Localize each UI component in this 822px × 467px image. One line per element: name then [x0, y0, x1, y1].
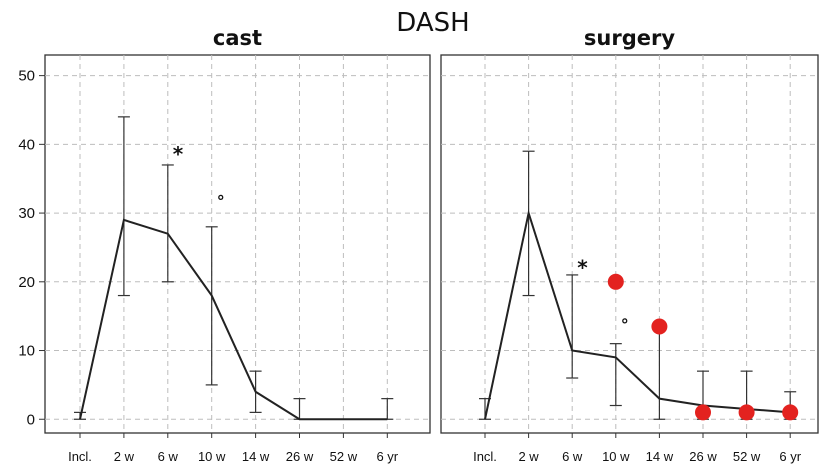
- x-tick-label: Incl.: [473, 449, 497, 464]
- x-tick-label: 2 w: [518, 449, 539, 464]
- annotation-asterisk: *: [577, 256, 588, 280]
- x-tick-label: 14 w: [242, 449, 270, 464]
- annotation-circle: °: [621, 315, 629, 334]
- annotation-circle: °: [217, 192, 225, 211]
- y-tick-label: 20: [18, 274, 35, 291]
- panel-title: cast: [213, 26, 262, 50]
- panel-title: surgery: [584, 26, 675, 50]
- panel-frame: [440, 54, 819, 434]
- x-tick-label: 6 w: [158, 449, 179, 464]
- chart-title: DASH: [396, 8, 469, 38]
- y-tick-label: 10: [18, 343, 35, 360]
- panel-cast: cast Incl. 2 w 6 w 10 w 14 w 26 w 52 w 6 yr * °: [44, 26, 431, 464]
- x-tick-label: 6 yr: [779, 449, 801, 464]
- panel-surgery: surgery Incl. 2 w 6 w 10 w 14 w 26 w 52 w 6 yr * °: [440, 26, 819, 464]
- panel-frame: [44, 54, 431, 434]
- highlight-point: [651, 318, 668, 335]
- highlight-point: [695, 404, 711, 421]
- x-tick-label: 52 w: [733, 449, 761, 464]
- x-tick-label: 10 w: [602, 449, 630, 464]
- y-tick-label: 50: [18, 68, 35, 85]
- highlight-point: [782, 404, 799, 421]
- x-tick-label: 2 w: [114, 449, 135, 464]
- x-tick-label: 6 yr: [376, 449, 398, 464]
- series-line: [484, 209, 791, 420]
- series-line: [79, 218, 388, 421]
- x-tick-label: 26 w: [286, 449, 314, 464]
- x-tick-label: 14 w: [646, 449, 674, 464]
- highlight-point: [738, 404, 755, 421]
- x-tick-label: 10 w: [198, 449, 226, 464]
- x-tick-label: 52 w: [330, 449, 358, 464]
- y-tick-label: 40: [18, 136, 35, 153]
- x-tick-label: 6 w: [562, 449, 583, 464]
- y-tick-label: 30: [18, 205, 35, 222]
- y-axis: 0 10 20 30 40 50: [18, 68, 45, 428]
- highlight-point: [607, 273, 624, 290]
- annotation-asterisk: *: [173, 142, 184, 166]
- x-tick-label: Incl.: [68, 449, 92, 464]
- x-tick-label: 26 w: [689, 449, 717, 464]
- y-tick-label: 0: [27, 411, 35, 428]
